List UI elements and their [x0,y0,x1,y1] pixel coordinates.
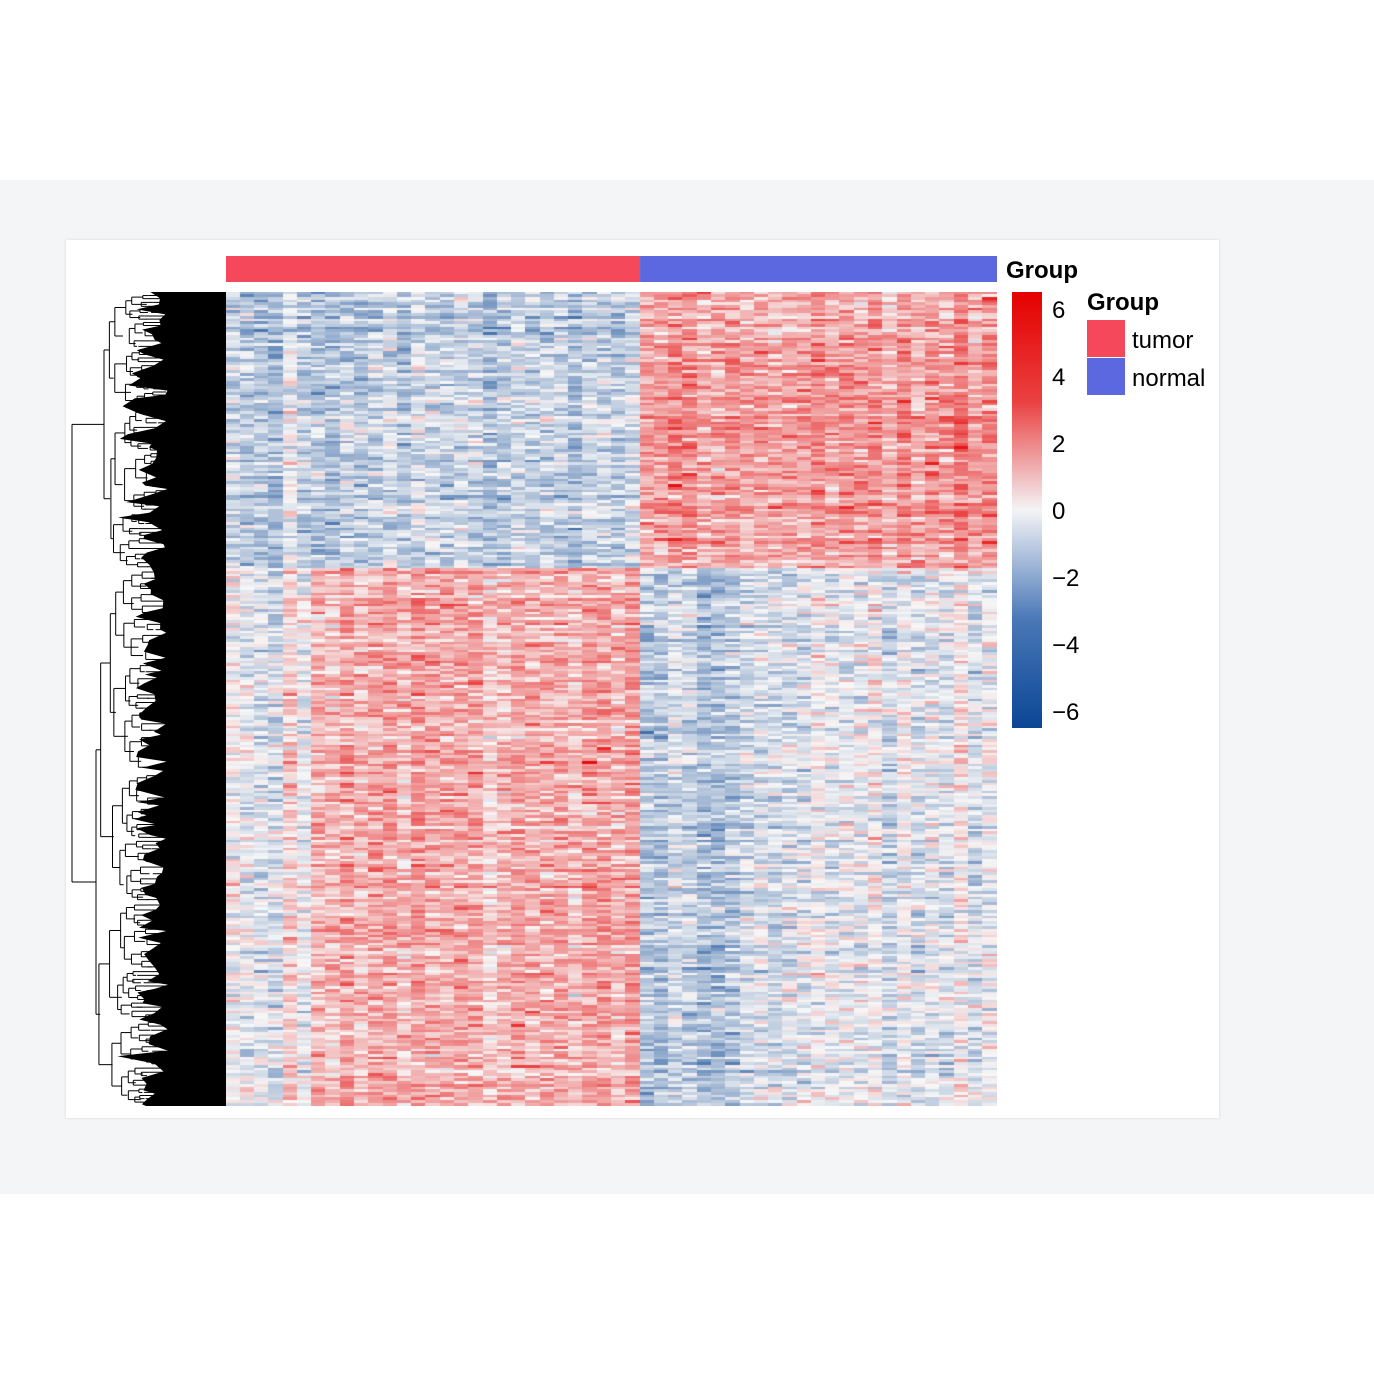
heatmap-figure: Group 6 4 2 0 −2 −4 −6 Group tumor normal [66,240,1219,1118]
legend-title: Group [1087,289,1159,316]
heatmap-cells [226,292,997,1106]
colorbar-tick-label: 0 [1052,498,1065,525]
legend-label-normal: normal [1132,365,1205,392]
colorbar-tick-label: 4 [1052,364,1065,391]
legend-swatch-normal [1087,358,1125,395]
colorbar-tick-label: −4 [1052,632,1079,659]
group-annotation-bar [226,256,997,282]
colorbar-tick-label: 6 [1052,297,1065,324]
colorbar-tick-label: 2 [1052,431,1065,458]
colorbar-gradient [1012,292,1042,728]
legend-swatch-tumor [1087,320,1125,357]
colorbar-tick-label: −6 [1052,699,1079,726]
colorbar-ticks: 6 4 2 0 −2 −4 −6 [1052,297,1079,726]
legend-label-tumor: tumor [1132,327,1193,354]
annotation-normal [640,256,997,282]
annotation-tumor [226,256,641,282]
heatmap-svg: Group 6 4 2 0 −2 −4 −6 Group tumor normal [71,256,1205,1106]
colorbar [1012,292,1042,728]
annotation-title: Group [1006,257,1078,284]
colorbar-tick-label: −2 [1052,565,1079,592]
dendrogram-leaf-mass [117,292,226,1106]
row-dendrogram-leaves [117,292,226,1106]
